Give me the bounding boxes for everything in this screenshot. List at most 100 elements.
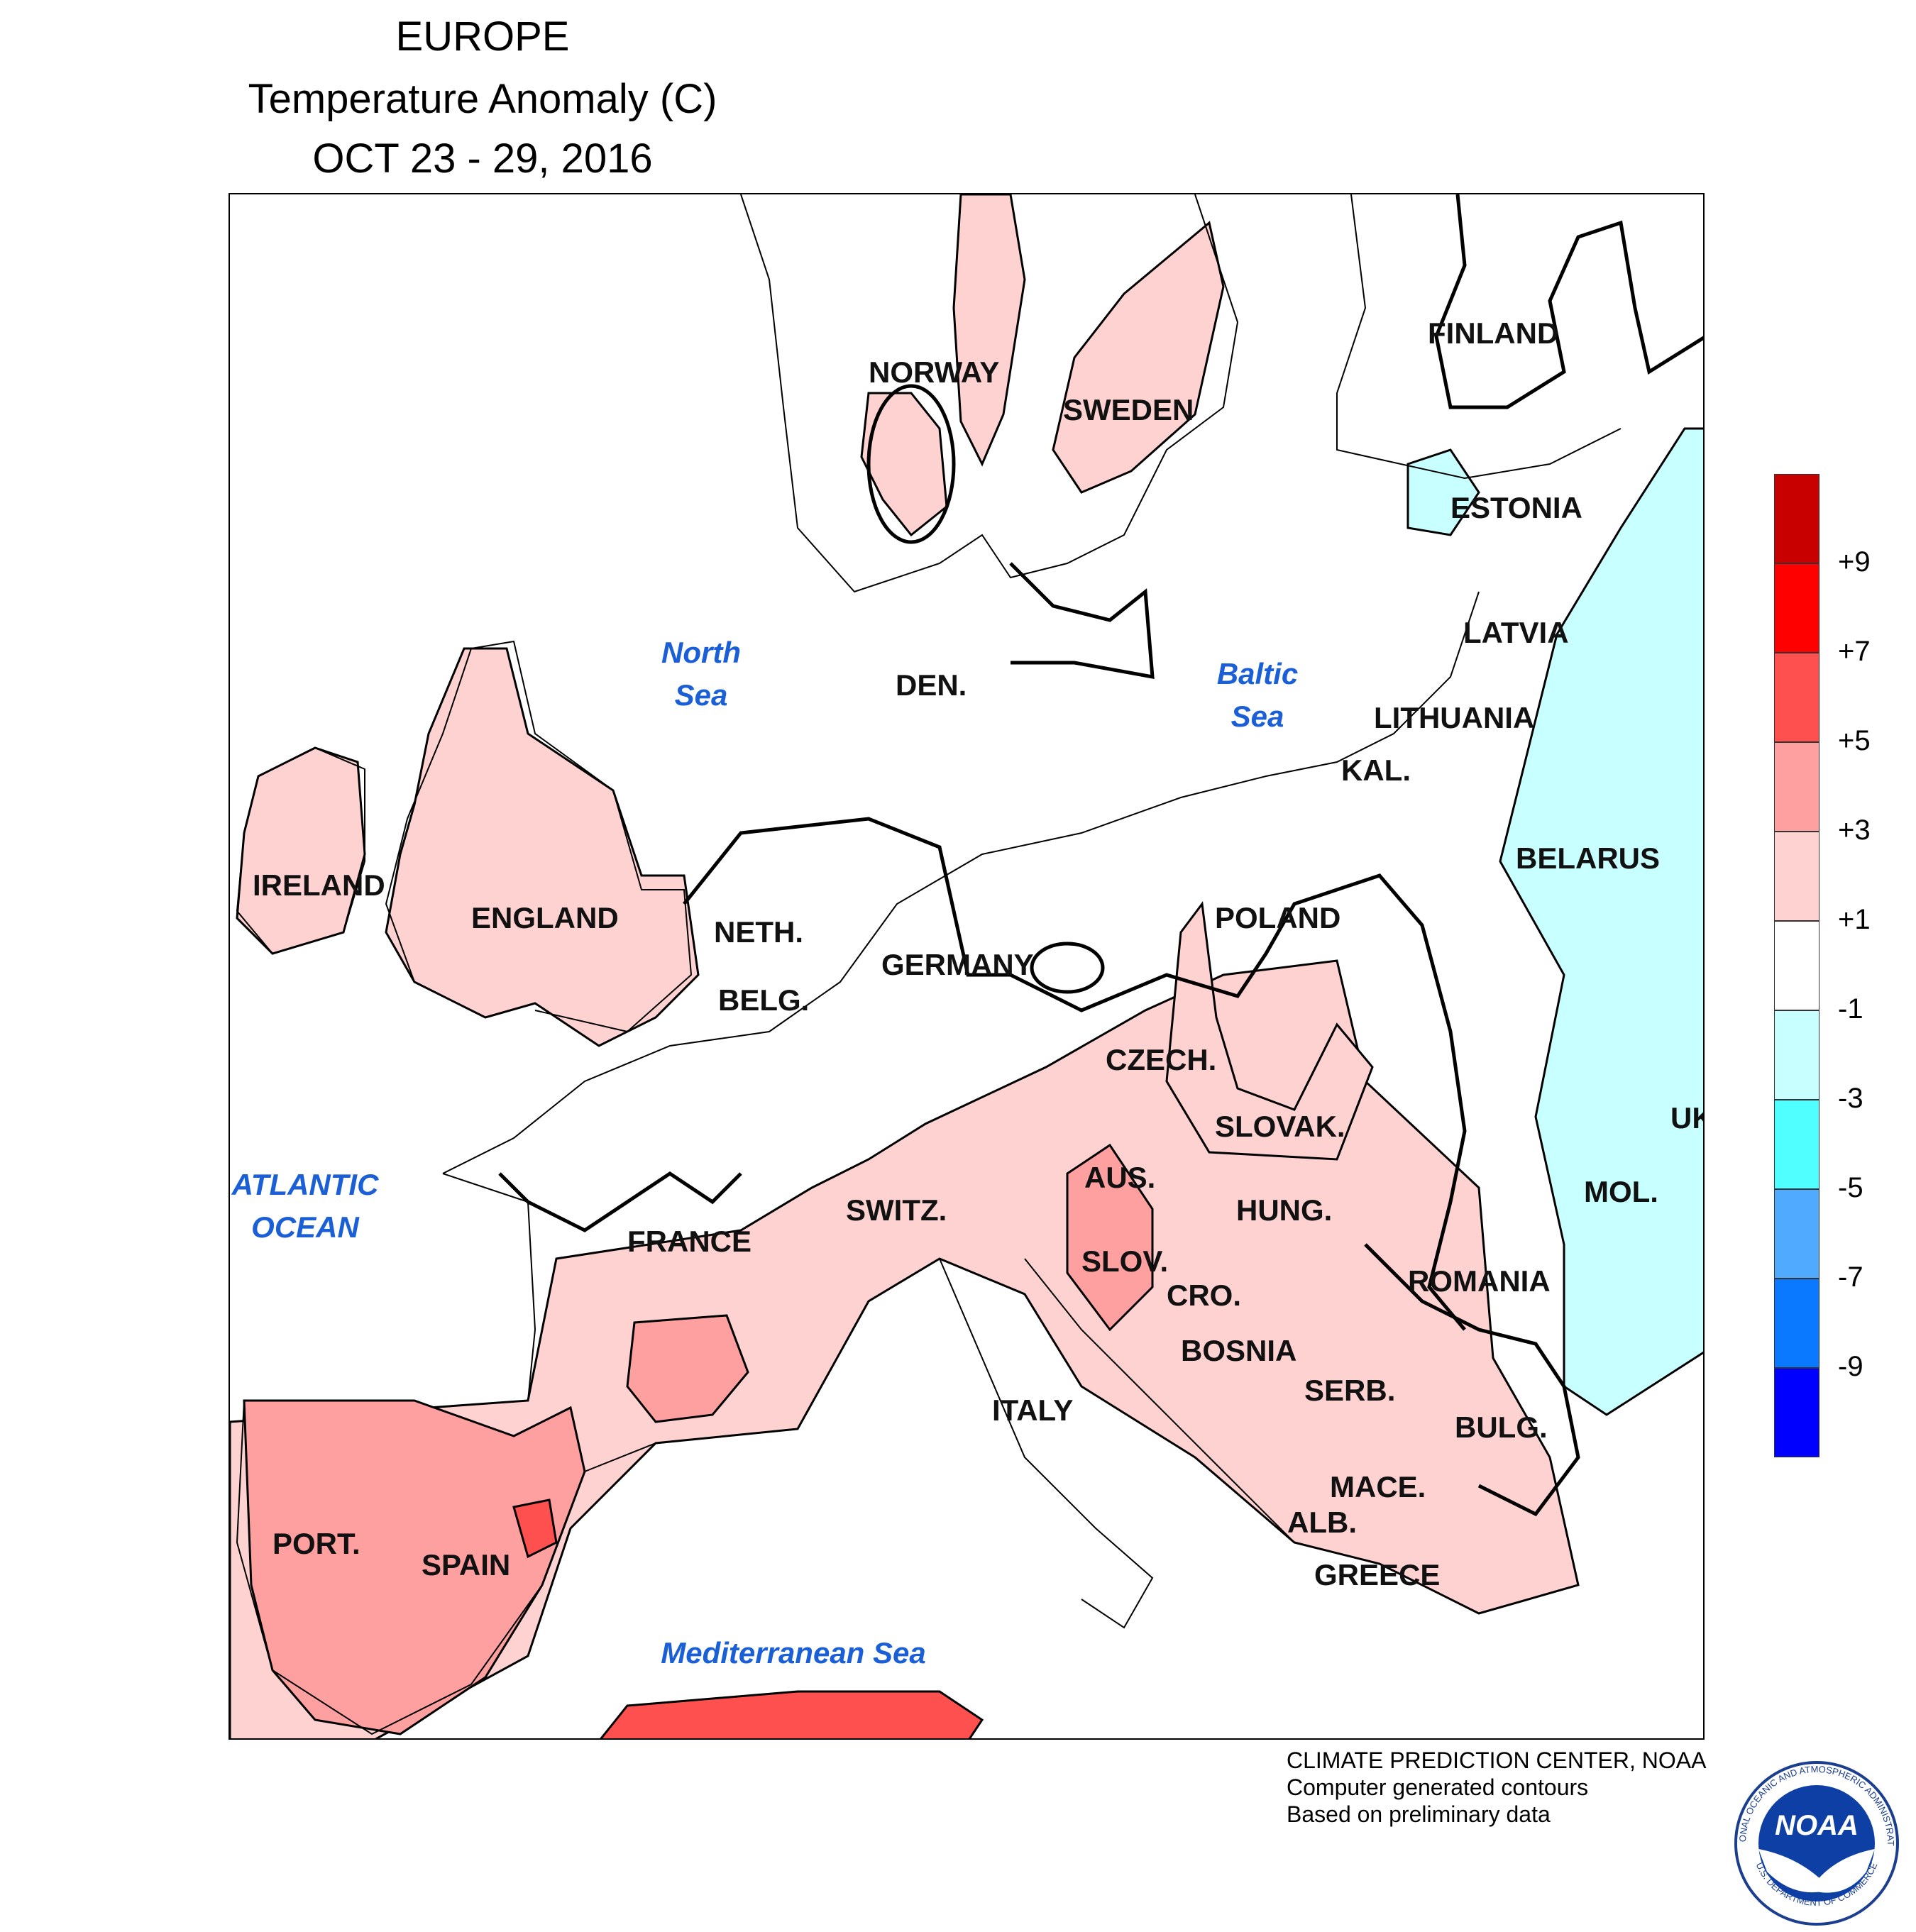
label-germany: GERMANY	[881, 948, 1034, 981]
anomaly-region-east-cool	[1499, 427, 1703, 1416]
map-date-range: OCT 23 - 29, 2016	[312, 136, 653, 182]
label-czech: CZECH.	[1106, 1043, 1216, 1076]
label-poland: POLAND	[1215, 901, 1340, 934]
label-serb: SERB.	[1304, 1374, 1395, 1407]
label-kal: KAL.	[1341, 754, 1411, 787]
map-title: EUROPE	[395, 13, 570, 60]
map-canvas: NORWAY SWEDEN FINLAND ESTONIA LATVIA LIT…	[230, 194, 1705, 1738]
label-bosnia: BOSNIA	[1181, 1334, 1296, 1367]
label-bulg: BULG.	[1455, 1411, 1548, 1444]
credit-line-1: CLIMATE PREDICTION CENTER, NOAA	[1287, 1748, 1707, 1773]
anomaly-region-estonia-cool	[1406, 448, 1480, 536]
anomaly-fills	[230, 194, 1703, 1738]
credit-line-2: Computer generated contours	[1287, 1774, 1589, 1800]
label-baltic-sea-2: Sea	[1231, 700, 1284, 733]
label-spain: SPAIN	[422, 1548, 510, 1582]
label-norway: NORWAY	[869, 355, 999, 389]
label-north-sea-1: North	[661, 636, 741, 669]
label-finland: FINLAND	[1428, 316, 1558, 350]
label-latvia: LATVIA	[1463, 616, 1569, 649]
label-uk: UK	[1670, 1101, 1705, 1135]
label-romania: ROMANIA	[1408, 1264, 1551, 1298]
coastline-continent	[442, 591, 1480, 1174]
color-legend	[1774, 474, 1819, 1457]
legend-swatch	[1774, 1100, 1819, 1189]
legend-tick-label: +1	[1838, 904, 1871, 935]
coastline-iberia	[236, 1400, 656, 1735]
legend-swatch	[1774, 1010, 1819, 1100]
legend-swatch	[1774, 1279, 1819, 1368]
anomaly-region-provence	[626, 1314, 749, 1423]
credit-line-3: Based on preliminary data	[1287, 1801, 1551, 1827]
anomaly-map: NORWAY SWEDEN FINLAND ESTONIA LATVIA LIT…	[229, 193, 1705, 1740]
legend-tick-label: +5	[1838, 725, 1871, 756]
credits: CLIMATE PREDICTION CENTER, NOAA Computer…	[1287, 1747, 1706, 1828]
label-baltic-sea-1: Baltic	[1217, 657, 1298, 690]
contour-lines	[498, 194, 1703, 1517]
label-england: ENGLAND	[471, 901, 619, 934]
label-france: FRANCE	[627, 1225, 751, 1258]
label-estonia: ESTONIA	[1450, 491, 1582, 524]
coastline-finland	[1336, 194, 1622, 480]
label-alb: ALB.	[1287, 1506, 1357, 1539]
contour-line-balkans	[1364, 1243, 1580, 1517]
contour-line-central	[683, 817, 1467, 1331]
coastline-italy	[939, 1258, 1154, 1629]
noaa-logo: NATIONAL OCEANIC AND ATMOSPHERIC ADMINIS…	[1721, 1750, 1909, 1932]
legend-swatch	[1774, 474, 1819, 563]
anomaly-region-poland	[1165, 901, 1374, 1161]
anomaly-region-britain	[385, 647, 700, 1047]
label-switz: SWITZ.	[846, 1193, 947, 1227]
contour-ring-germany	[1030, 942, 1105, 994]
label-hung: HUNG.	[1236, 1193, 1332, 1227]
legend-swatch	[1774, 742, 1819, 832]
legend-swatch	[1774, 653, 1819, 742]
label-sweden: SWEDEN	[1063, 393, 1194, 426]
legend-tick-label: -5	[1838, 1172, 1863, 1203]
label-mol: MOL.	[1584, 1175, 1658, 1208]
legend-swatch	[1774, 563, 1819, 653]
coastline-biscay	[442, 1173, 536, 1401]
country-labels: NORWAY SWEDEN FINLAND ESTONIA LATVIA LIT…	[253, 316, 1705, 1591]
contour-line-finland	[1434, 194, 1703, 409]
anomaly-region-spain-hot	[512, 1498, 558, 1559]
label-aus: AUS.	[1084, 1161, 1155, 1194]
label-port: PORT.	[272, 1527, 360, 1560]
anomaly-region-mountains	[952, 194, 1026, 467]
label-atlantic-2: OCEAN	[251, 1210, 360, 1244]
legend-tick-label: -7	[1838, 1262, 1863, 1293]
coastlines	[236, 194, 1622, 1735]
label-slovak: SLOVAK.	[1215, 1110, 1345, 1143]
label-greece: GREECE	[1314, 1558, 1440, 1591]
legend-tick-label: +9	[1838, 546, 1871, 578]
legend-tick-label: +3	[1838, 815, 1871, 846]
coastline-britain	[385, 640, 693, 1033]
legend-tick-label: -9	[1838, 1351, 1863, 1382]
label-mace: MACE.	[1330, 1470, 1426, 1503]
legend-swatch	[1774, 1368, 1819, 1457]
contour-line-sweden	[1009, 562, 1155, 680]
anomaly-region-africa-hot	[600, 1690, 984, 1738]
label-belg: BELG.	[718, 983, 809, 1017]
legend-tick-label: -3	[1838, 1083, 1863, 1114]
label-north-sea-2: Sea	[675, 678, 728, 712]
legend-tick-label: -1	[1838, 993, 1863, 1025]
coastline-scandinavia	[740, 194, 1239, 593]
legend-swatch	[1774, 921, 1819, 1010]
contour-line-france	[498, 1171, 742, 1232]
label-den: DEN.	[896, 668, 967, 702]
coastline-adriatic	[1024, 1258, 1295, 1543]
anomaly-region-norway	[860, 392, 948, 537]
legend-swatch	[1774, 832, 1819, 921]
water-labels: North Sea Baltic Sea ATLANTIC OCEAN Medi…	[231, 636, 1299, 1669]
label-mediterranean: Mediterranean Sea	[661, 1636, 926, 1669]
anomaly-region-sweden	[1052, 221, 1225, 494]
coastline-ireland	[236, 746, 365, 955]
label-ireland: IRELAND	[253, 868, 385, 902]
legend-tick-label: +7	[1838, 636, 1871, 667]
anomaly-region-ireland	[236, 746, 366, 955]
label-slov: SLOV.	[1081, 1244, 1168, 1278]
label-atlantic-1: ATLANTIC	[231, 1168, 380, 1201]
label-neth: NETH.	[714, 915, 803, 949]
map-subtitle: Temperature Anomaly (C)	[248, 76, 717, 122]
